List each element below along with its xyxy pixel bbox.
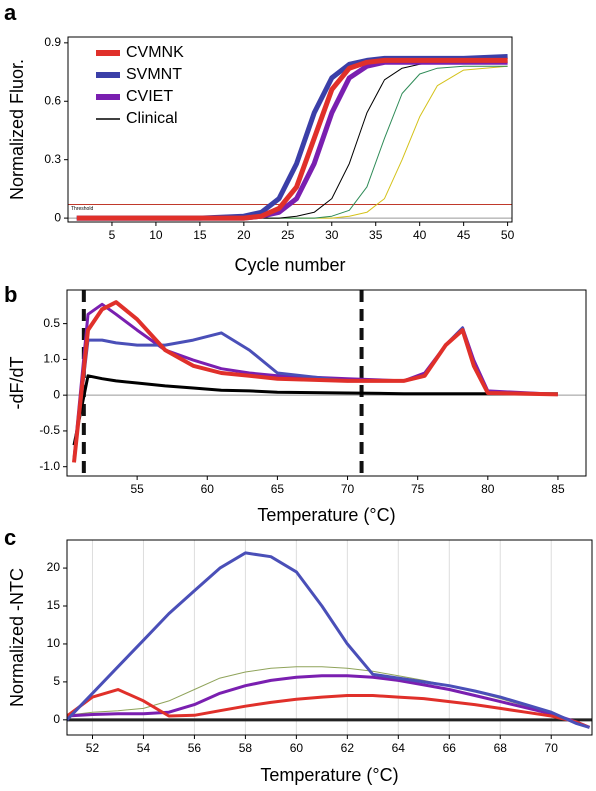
x-tick-label: 50 [501, 228, 515, 242]
y-tick-label: 0 [53, 712, 60, 726]
x-tick-label: 52 [86, 741, 100, 755]
x-tick-label: 40 [413, 228, 427, 242]
y-tick-label: 0.5 [43, 316, 60, 330]
x-tick-label: 85 [551, 482, 565, 496]
x-axis-label: Temperature (°C) [260, 765, 398, 785]
curve [67, 551, 590, 729]
x-tick-label: 70 [341, 482, 355, 496]
y-tick-label: 5 [53, 674, 60, 688]
legend-label: SVMNT [126, 66, 182, 83]
x-tick-label: 58 [239, 741, 253, 755]
x-tick-label: 60 [201, 482, 215, 496]
y-tick-label: 15 [47, 598, 61, 612]
x-tick-label: 66 [443, 741, 457, 755]
y-tick-label: 10 [47, 636, 61, 650]
x-tick-label: 10 [149, 228, 163, 242]
legend-label: CVIET [126, 88, 173, 105]
y-tick-label: 1.0 [43, 352, 60, 366]
y-tick-label: 20 [47, 560, 61, 574]
threshold-label: Threshold [71, 206, 93, 212]
x-tick-label: 54 [137, 741, 151, 755]
x-axis-label: Cycle number [234, 255, 345, 275]
x-tick-label: 68 [494, 741, 508, 755]
y-tick-label: 0 [53, 387, 60, 401]
x-tick-label: 75 [411, 482, 425, 496]
y-tick-label: 0.3 [44, 152, 61, 166]
y-tick-label: 0.6 [44, 93, 61, 107]
y-tick-label: -0.5 [39, 423, 60, 437]
y-axis-label: Normalized -NTC [7, 568, 27, 707]
panel-label: c [4, 525, 16, 550]
x-tick-label: 64 [392, 741, 406, 755]
x-tick-label: 62 [341, 741, 355, 755]
plot-frame [66, 289, 587, 477]
legend-label: CVMNK [126, 44, 184, 61]
x-tick-label: 80 [481, 482, 495, 496]
y-axis-label: -dF/dT [7, 356, 27, 409]
x-tick-label: 60 [290, 741, 304, 755]
x-tick-label: 70 [545, 741, 559, 755]
y-tick-label: 0 [54, 210, 61, 224]
x-axis-label: Temperature (°C) [257, 505, 395, 525]
x-tick-label: 65 [271, 482, 285, 496]
curve [72, 374, 558, 446]
curve [67, 688, 591, 729]
y-axis-label: Normalized Fluor. [7, 59, 27, 200]
curve [76, 57, 508, 221]
x-tick-label: 56 [188, 741, 202, 755]
x-tick-label: 35 [369, 228, 383, 242]
x-tick-label: 5 [109, 228, 116, 242]
legend-label: Clinical [126, 110, 178, 127]
y-tick-label: 0.9 [44, 35, 61, 49]
curve [67, 674, 591, 729]
x-tick-label: 45 [457, 228, 471, 242]
y-tick-label: -1.0 [39, 459, 60, 473]
x-tick-label: 25 [281, 228, 295, 242]
x-tick-label: 30 [325, 228, 339, 242]
x-tick-label: 20 [237, 228, 251, 242]
panel-label: a [4, 0, 17, 25]
panel-label: b [4, 282, 17, 307]
x-tick-label: 15 [193, 228, 207, 242]
curve [72, 300, 558, 463]
plot-frame [66, 539, 593, 736]
plot-frame [67, 36, 513, 223]
x-tick-label: 55 [130, 482, 144, 496]
